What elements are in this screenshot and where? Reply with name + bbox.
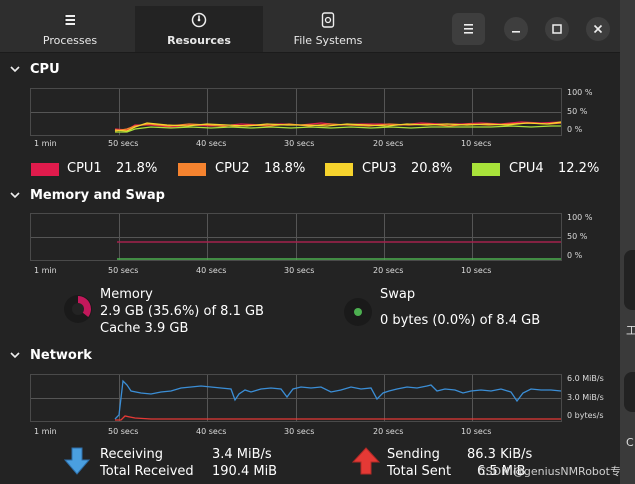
cpu2-label: CPU2	[215, 161, 250, 176]
gauge-icon	[135, 12, 263, 32]
cpu3-line	[114, 121, 561, 132]
cpu1-color-swatch[interactable]	[31, 163, 59, 176]
memory-graph	[30, 213, 562, 261]
swap-usage: 0 bytes (0.0%) of 8.4 GB	[380, 313, 541, 328]
network-xtick: 10 secs	[461, 427, 492, 436]
network-xtick: 30 secs	[284, 427, 315, 436]
cpu3-label: CPU3	[362, 161, 397, 176]
close-icon	[593, 24, 603, 34]
memory-ytick-50: 50 %	[567, 232, 588, 241]
cpu4-line	[115, 125, 561, 133]
cpu-xtick: 1 min	[34, 139, 57, 148]
cpu2-color-swatch[interactable]	[178, 163, 206, 176]
memory-chevron-down-icon[interactable]	[9, 191, 21, 201]
memory-cache: Cache 3.9 GB	[100, 321, 189, 336]
cpu4-label: CPU4	[509, 161, 544, 176]
network-graph	[30, 374, 562, 422]
memory-section-title: Memory and Swap	[30, 188, 165, 203]
network-xtick: 20 secs	[373, 427, 404, 436]
tab-label: File Systems	[293, 34, 363, 47]
minimize-button[interactable]	[504, 17, 528, 41]
network-send-line	[115, 415, 561, 421]
menu-icon	[464, 24, 473, 34]
menu-button[interactable]	[452, 13, 485, 45]
network-xtick: 40 secs	[196, 427, 227, 436]
receiving-label: Receiving	[100, 447, 164, 462]
receiving-value: 3.4 MiB/s	[212, 447, 272, 462]
cpu1-label: CPU1	[67, 161, 102, 176]
cpu2-line	[114, 122, 561, 132]
cpu-xtick: 10 secs	[461, 139, 492, 148]
memory-xtick: 50 secs	[108, 266, 139, 275]
cpu-section-title: CPU	[30, 62, 60, 77]
memory-xtick: 30 secs	[284, 266, 315, 275]
tab-label: Resources	[167, 34, 231, 47]
total-received-label: Total Received	[100, 464, 194, 479]
cpu3-value: 20.8%	[411, 161, 453, 176]
system-monitor-window: Processes Resources File Systems	[0, 0, 620, 479]
sending-value: 86.3 KiB/s	[467, 447, 533, 462]
upload-arrow-icon[interactable]	[352, 447, 380, 475]
background-window-strip: 工 C	[620, 0, 635, 484]
swap-pie-chart[interactable]	[343, 297, 373, 327]
header-bar: Processes Resources File Systems	[0, 0, 620, 53]
sending-label: Sending	[387, 447, 440, 462]
memory-xtick: 20 secs	[373, 266, 404, 275]
memory-usage: 2.9 GB (35.6%) of 8.1 GB	[100, 304, 264, 319]
cpu-chevron-down-icon[interactable]	[9, 65, 21, 75]
total-sent-value: 6.5 MiB	[477, 464, 526, 479]
memory-ytick-100: 100 %	[567, 213, 593, 222]
download-arrow-icon[interactable]	[64, 447, 90, 475]
maximize-button[interactable]	[545, 17, 569, 41]
strip-glyph: C	[626, 436, 634, 449]
close-button[interactable]	[586, 17, 610, 41]
swap-label: Swap	[380, 287, 416, 302]
tab-file-systems[interactable]: File Systems	[264, 6, 392, 52]
network-ytick-zero: 0 bytes/s	[567, 411, 604, 420]
cpu-ytick-50: 50 %	[567, 107, 588, 116]
maximize-icon	[552, 24, 562, 34]
memory-ytick-0: 0 %	[567, 251, 583, 260]
network-section-title: Network	[30, 348, 92, 363]
cpu1-line	[114, 121, 561, 131]
memory-xtick: 10 secs	[461, 266, 492, 275]
cpu1-value: 21.8%	[116, 161, 158, 176]
memory-pie-wedge	[78, 296, 91, 318]
network-receive-line	[114, 379, 561, 420]
cpu-graph	[30, 88, 562, 136]
cpu4-value: 12.2%	[558, 161, 600, 176]
tab-processes[interactable]: Processes	[6, 6, 134, 52]
cpu2-value: 18.8%	[264, 161, 306, 176]
network-ytick-mid: 3.0 MiB/s	[567, 393, 604, 402]
watermark: CSDN @geniusNMRobot专家	[478, 465, 620, 478]
network-xtick: 1 min	[34, 427, 57, 436]
total-sent-label: Total Sent	[387, 464, 452, 479]
disk-icon	[264, 12, 392, 32]
tab-label: Processes	[42, 34, 98, 47]
cpu-ytick-100: 100 %	[567, 88, 593, 97]
cpu-xtick: 40 secs	[196, 139, 227, 148]
cpu-xtick: 50 secs	[108, 139, 139, 148]
memory-xtick: 40 secs	[196, 266, 227, 275]
cpu-ytick-0: 0 %	[567, 125, 583, 134]
cpu-xtick: 20 secs	[373, 139, 404, 148]
tab-resources[interactable]: Resources	[135, 6, 263, 52]
cpu3-color-swatch[interactable]	[325, 163, 353, 176]
cpu-xtick: 30 secs	[284, 139, 315, 148]
memory-pie-chart[interactable]	[63, 294, 93, 324]
network-ytick-top: 6.0 MiB/s	[567, 374, 604, 383]
memory-xtick: 1 min	[34, 266, 57, 275]
strip-glyph: 工	[626, 324, 635, 337]
memory-label: Memory	[100, 287, 153, 302]
minimize-icon	[512, 31, 520, 33]
list-icon	[6, 12, 134, 32]
total-received-value: 190.4 MiB	[212, 464, 278, 479]
cpu4-color-swatch[interactable]	[472, 163, 500, 176]
network-xtick: 50 secs	[108, 427, 139, 436]
network-chevron-down-icon[interactable]	[9, 351, 21, 361]
